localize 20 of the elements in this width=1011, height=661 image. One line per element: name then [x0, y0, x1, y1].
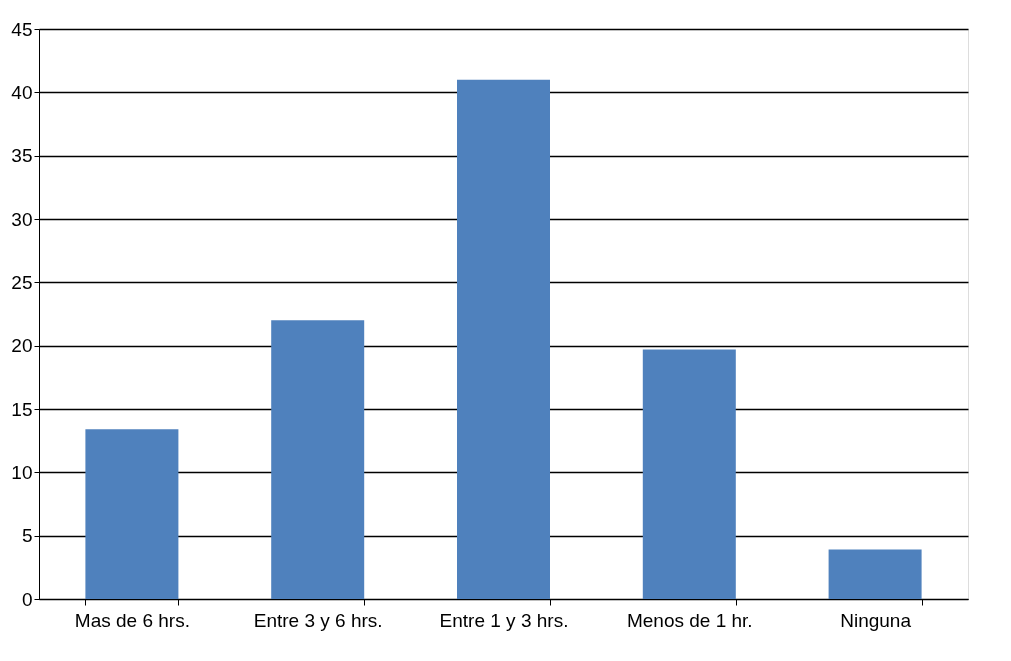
bar: [642, 349, 736, 599]
y-tick-label: 0: [21, 588, 33, 610]
bar: [457, 79, 550, 599]
y-tick-label: 10: [11, 461, 33, 483]
y-tick-label: 5: [21, 525, 33, 547]
x-tick-label: Entre 3 y 6 hrs.: [253, 609, 383, 631]
bar: [828, 549, 922, 599]
bar: [85, 429, 179, 599]
y-tick-label: 15: [11, 398, 33, 420]
x-tick-label: Ninguna: [840, 609, 912, 631]
y-tick-label: 35: [11, 145, 33, 167]
y-tick-label: 30: [11, 208, 33, 230]
y-tick-label: 40: [11, 81, 33, 103]
x-tick-label: Entre 1 y 3 hrs.: [439, 609, 569, 631]
y-tick-label: 45: [11, 18, 33, 40]
bar: [271, 320, 365, 599]
x-tick-label: Menos de 1 hr.: [626, 609, 753, 631]
x-tick-label: Mas de 6 hrs.: [74, 609, 190, 631]
y-tick-label: 20: [11, 335, 33, 357]
y-tick-label: 25: [11, 271, 33, 293]
